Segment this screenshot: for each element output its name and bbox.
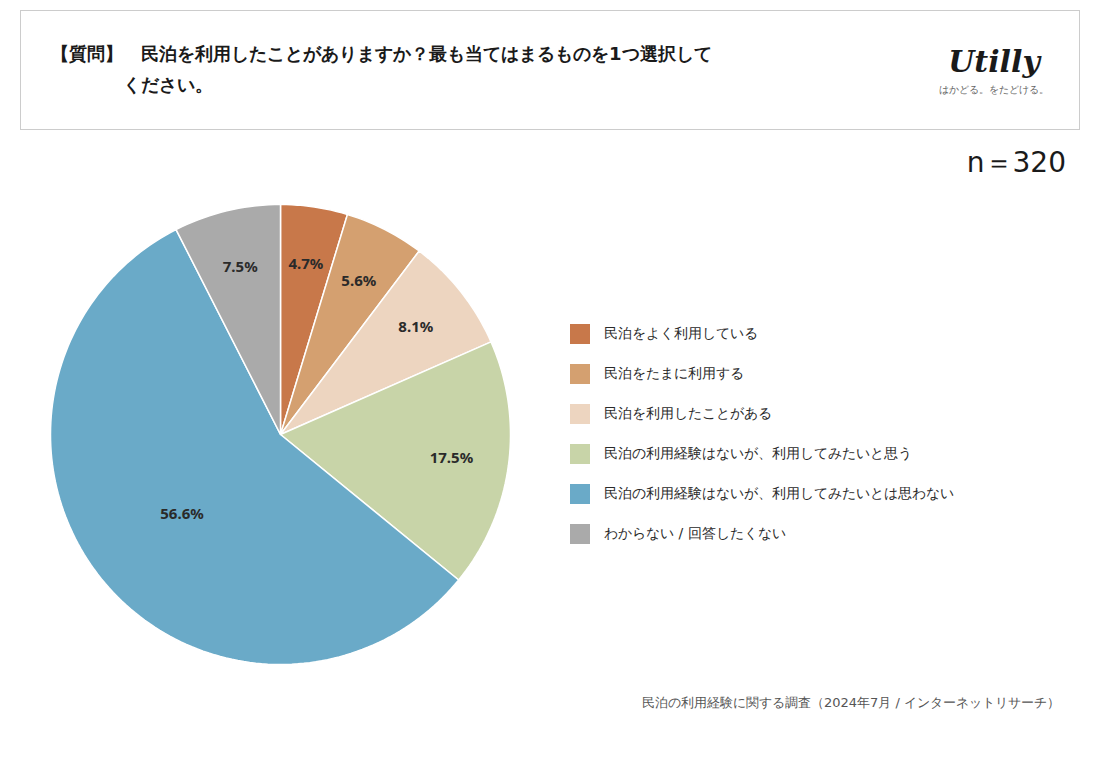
svg-text:56.6%: 56.6% bbox=[160, 503, 204, 523]
html-text:はかどる。をたどける。: はかどる。をたどける。 bbox=[939, 83, 1049, 95]
html-text:民泊の利用経験はないが、利用してみたいとは思わない: 民泊の利用経験はないが、利用してみたいとは思わない bbox=[604, 485, 954, 501]
html-text:民泊を利用したことがある: 民泊を利用したことがある bbox=[604, 405, 772, 421]
html-text:【質問】 民泊を利用したことがありますか？最も当てはまるもの: 【質問】 民泊を利用したことがありますか？最も当てはまるものを1つ選択して bbox=[51, 43, 712, 65]
svg-text:4.7%: 4.7% bbox=[288, 253, 323, 273]
html-text:わからない / 回答したくない: わからない / 回答したくない bbox=[604, 525, 786, 541]
html-text:民泊の利用経験に関する調査（2024年7月 / インターネッ: 民泊の利用経験に関する調査（2024年7月 / インターネットリサーチ） bbox=[642, 695, 1060, 710]
svg-text:5.6%: 5.6% bbox=[341, 270, 376, 290]
html-text:n＝320: n＝320 bbox=[966, 146, 1066, 179]
html-text:Utilly: Utilly bbox=[948, 43, 1040, 79]
html-text:民泊をよく利用している: 民泊をよく利用している bbox=[604, 325, 758, 341]
html-text:ください。: ください。 bbox=[51, 74, 213, 95]
html-text:民泊の利用経験はないが、利用してみたいと思う: 民泊の利用経験はないが、利用してみたいと思う bbox=[604, 445, 912, 461]
svg-text:8.1%: 8.1% bbox=[398, 316, 433, 336]
svg-text:7.5%: 7.5% bbox=[223, 256, 258, 276]
svg-text:17.5%: 17.5% bbox=[430, 447, 474, 467]
html-text:民泊をたまに利用する: 民泊をたまに利用する bbox=[604, 365, 744, 381]
